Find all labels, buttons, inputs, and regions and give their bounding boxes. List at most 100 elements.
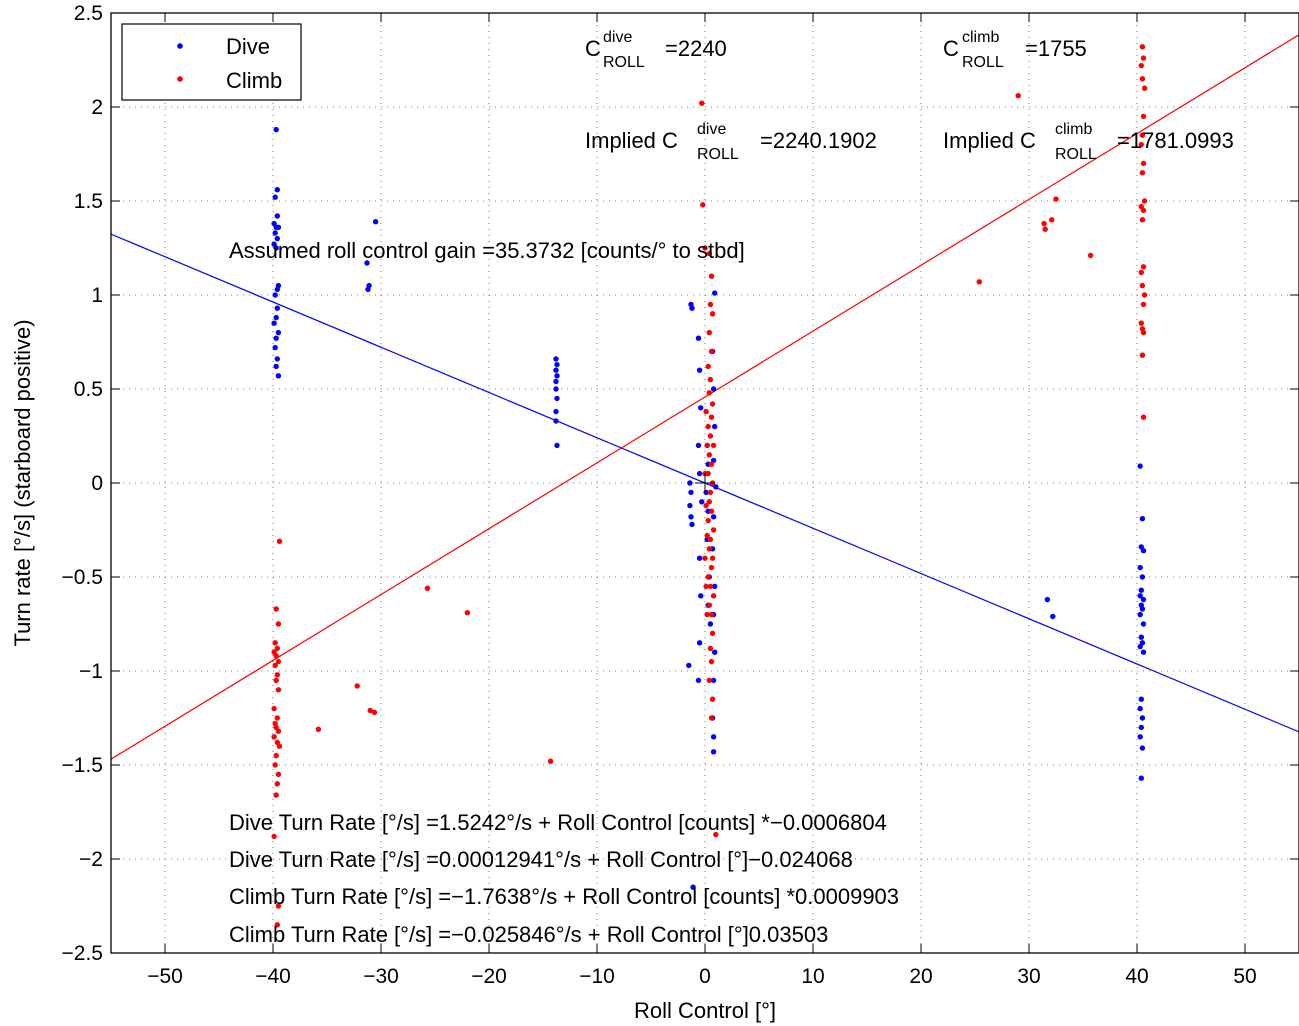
dive-point (688, 489, 694, 496)
climb-point (1138, 62, 1145, 69)
climb-point (1140, 329, 1147, 336)
climb-point (706, 250, 712, 257)
dive-point (712, 583, 718, 590)
dive-point (553, 367, 559, 373)
y-tick-label: 2.5 (74, 2, 103, 25)
climb-point (708, 414, 715, 420)
climb-point (708, 461, 715, 467)
climb-point (275, 903, 282, 909)
data-points (271, 44, 1148, 928)
climb-point (1140, 160, 1147, 167)
dive-point (273, 363, 279, 370)
y-tick-label: 1 (91, 284, 103, 307)
dive-point (713, 484, 719, 490)
climb-point (1141, 198, 1148, 204)
dive-point (1140, 649, 1147, 655)
climb-point (708, 611, 715, 618)
climb-point (272, 662, 278, 669)
climb-point (707, 433, 714, 439)
climb-point (273, 752, 279, 759)
climb-point (706, 546, 712, 552)
dive-point (1139, 715, 1146, 721)
dive-point (1137, 611, 1143, 618)
climb-point (708, 348, 715, 355)
dive-point (712, 423, 718, 430)
dive-point (272, 194, 278, 200)
dive-point (1137, 593, 1143, 599)
y-tick-label: −0.5 (62, 566, 103, 589)
implied-climb-superscript: climb (1055, 121, 1092, 138)
climb-point (1139, 170, 1146, 176)
climb-point (272, 640, 278, 646)
dive-point (272, 292, 278, 298)
climb-point (704, 442, 710, 449)
dive-point (696, 555, 703, 561)
climb-point (707, 301, 714, 308)
climb-point (705, 423, 711, 430)
annotation-c-climb: C climb ROLL =1755 (943, 29, 1087, 71)
climb-point (274, 645, 280, 652)
annotation-implied-climb: Implied C climb ROLL =1781.0993 (943, 121, 1234, 163)
dive-point (272, 230, 278, 236)
c-dive-symbol: C (585, 36, 601, 61)
dive-point (1139, 574, 1146, 580)
climb-point (276, 743, 283, 749)
dive-point (1139, 606, 1146, 612)
dive-point (707, 621, 714, 627)
y-tick-label: −1.5 (62, 754, 103, 777)
climb-point (704, 532, 710, 539)
climb-point (275, 771, 282, 778)
dive-point (272, 344, 278, 351)
annotation-equation-climb-counts: Climb Turn Rate [°/s] =−1.7638°/s + Roll… (229, 884, 899, 909)
dive-point (554, 361, 560, 368)
annotation-implied-dive: Implied C dive ROLL =2240.1902 (585, 121, 877, 163)
climb-point (709, 401, 716, 407)
climb-point (706, 602, 712, 608)
climb-point (1140, 264, 1147, 270)
dive-point (1044, 596, 1051, 603)
climb-point (704, 611, 710, 618)
implied-dive-value: =2240.1902 (760, 128, 877, 153)
y-tick-label: 1.5 (74, 190, 103, 213)
climb-point (1140, 113, 1147, 120)
x-tick-label: −40 (255, 965, 291, 988)
climb-point (1042, 226, 1048, 232)
climb-point (707, 583, 714, 590)
climb-point (1138, 320, 1145, 326)
c-climb-symbol: C (943, 36, 959, 61)
dive-point (364, 260, 370, 266)
climb-point (1139, 132, 1146, 138)
climb-point (705, 574, 711, 580)
climb-point (1139, 44, 1146, 50)
dive-point (274, 356, 280, 362)
climb-point (706, 329, 712, 336)
y-axis-label: Turn rate [°/s] (starboard positive) (10, 319, 35, 646)
dive-point (1139, 516, 1146, 522)
dive-point (1138, 634, 1145, 640)
dive-point (1137, 463, 1143, 469)
dive-point (1137, 564, 1143, 571)
dive-point (553, 418, 559, 424)
climb-point (274, 922, 280, 928)
climb-point (703, 502, 709, 509)
legend: Dive Climb (121, 23, 302, 101)
dive-point (365, 286, 371, 293)
climb-point (271, 833, 277, 840)
dive-point (554, 442, 560, 449)
climb-point (707, 376, 714, 383)
dive-point (695, 442, 702, 449)
dive-point (274, 305, 280, 311)
c-dive-subscript: ROLL (603, 54, 645, 71)
climb-point (1049, 217, 1055, 223)
climb-point (1015, 93, 1021, 99)
dive-point (1140, 621, 1147, 627)
dive-point (687, 502, 693, 509)
climb-point (709, 311, 716, 317)
climb-point (706, 677, 712, 684)
climb-point (275, 728, 282, 734)
climb-point (274, 672, 280, 678)
dive-point (273, 126, 279, 133)
climb-point (1139, 282, 1146, 289)
implied-climb-prefix: Implied C (943, 128, 1036, 153)
